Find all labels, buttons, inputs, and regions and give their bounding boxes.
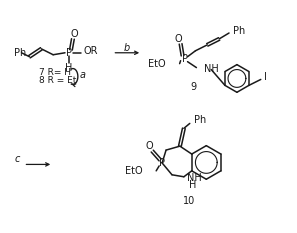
Text: P: P	[66, 48, 72, 58]
Text: 10: 10	[183, 196, 196, 206]
Text: P: P	[181, 54, 188, 64]
Text: a: a	[80, 71, 86, 80]
Text: O: O	[70, 29, 78, 39]
Text: O: O	[175, 34, 182, 44]
Text: O: O	[146, 141, 153, 151]
Text: P: P	[159, 158, 165, 168]
Text: NH: NH	[187, 173, 202, 183]
Text: EtO: EtO	[125, 166, 142, 176]
Text: H: H	[189, 180, 196, 190]
Text: Ph: Ph	[194, 116, 206, 125]
Text: OR: OR	[84, 46, 98, 56]
Text: Ph: Ph	[233, 26, 245, 36]
Text: 8 R = Et: 8 R = Et	[39, 76, 77, 85]
Text: 9: 9	[190, 82, 197, 92]
Text: 7 R= H: 7 R= H	[39, 68, 71, 77]
Text: I: I	[264, 72, 267, 82]
Text: b: b	[124, 43, 130, 53]
Text: H: H	[65, 63, 73, 73]
Text: Ph: Ph	[14, 48, 26, 58]
Text: NH: NH	[204, 64, 219, 74]
Text: c: c	[15, 154, 20, 164]
Text: EtO: EtO	[148, 59, 166, 69]
